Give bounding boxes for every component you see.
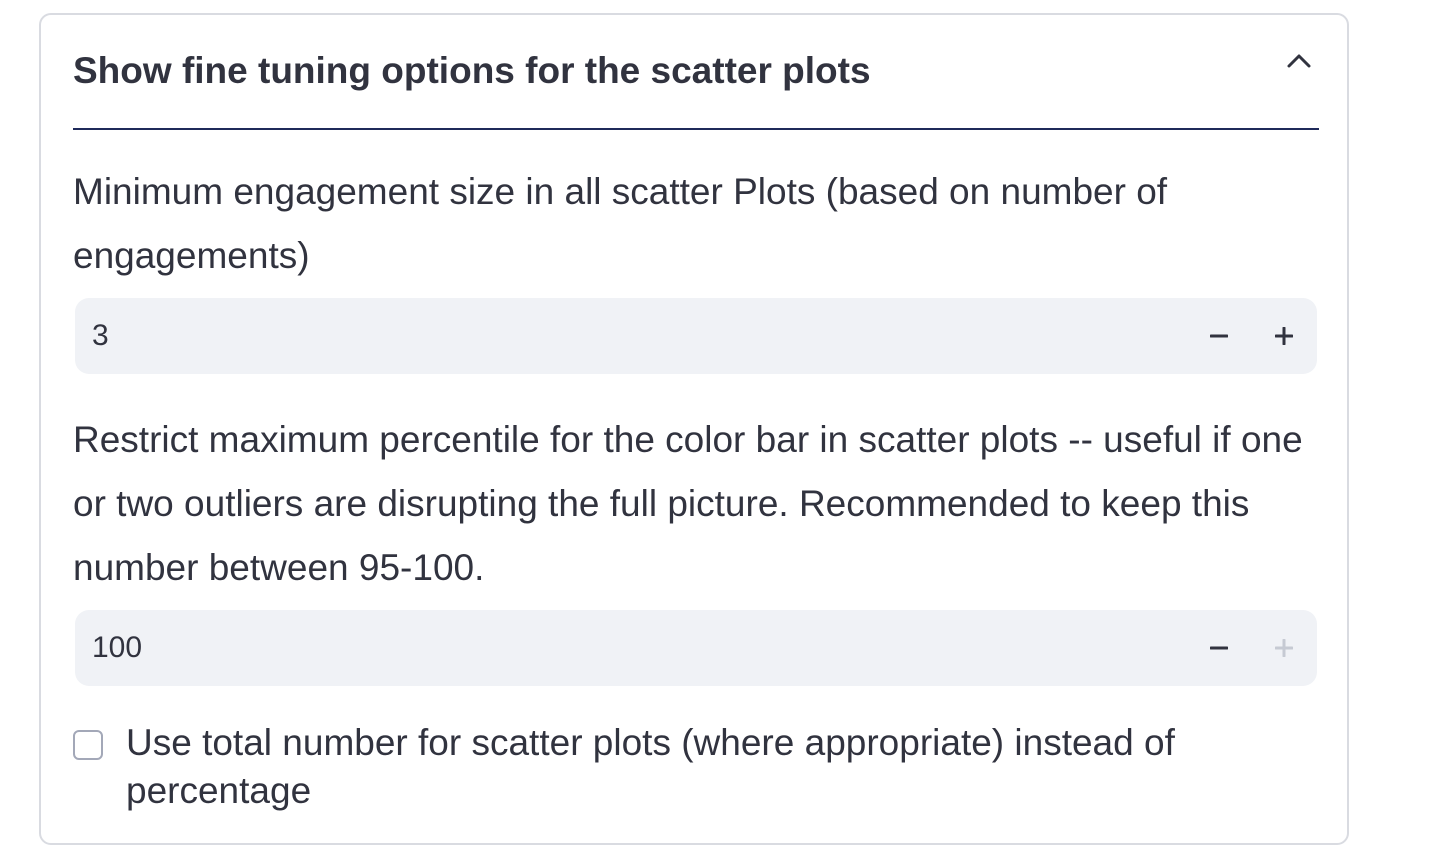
use-total-number-option[interactable]: Use total number for scatter plots (wher… [73,719,1319,819]
expander-header[interactable]: Show fine tuning options for the scatter… [73,15,1319,130]
max-percentile-input[interactable]: 100 [75,610,1317,686]
minus-icon [1210,646,1228,650]
max-percentile-label: Restrict maximum percentile for the colo… [73,419,1303,588]
min-engagement-input[interactable]: 3 [75,298,1317,374]
scatter-tuning-expander: Show fine tuning options for the scatter… [39,13,1349,845]
max-percentile-value[interactable]: 100 [92,631,143,664]
use-total-number-checkbox[interactable] [73,730,103,760]
minus-icon [1210,334,1228,338]
plus-icon [1275,639,1293,657]
min-engagement-decrement-button[interactable] [1189,298,1249,374]
min-engagement-increment-button[interactable] [1254,298,1314,374]
use-total-number-label[interactable]: Use total number for scatter plots (wher… [126,722,1175,811]
plus-icon [1275,327,1293,345]
expander-title: Show fine tuning options for the scatter… [73,50,871,91]
min-engagement-value[interactable]: 3 [92,319,109,352]
min-engagement-label: Minimum engagement size in all scatter P… [73,171,1168,276]
max-percentile-decrement-button[interactable] [1189,610,1249,686]
chevron-up-icon[interactable] [1285,49,1313,73]
max-percentile-increment-button[interactable] [1254,610,1314,686]
